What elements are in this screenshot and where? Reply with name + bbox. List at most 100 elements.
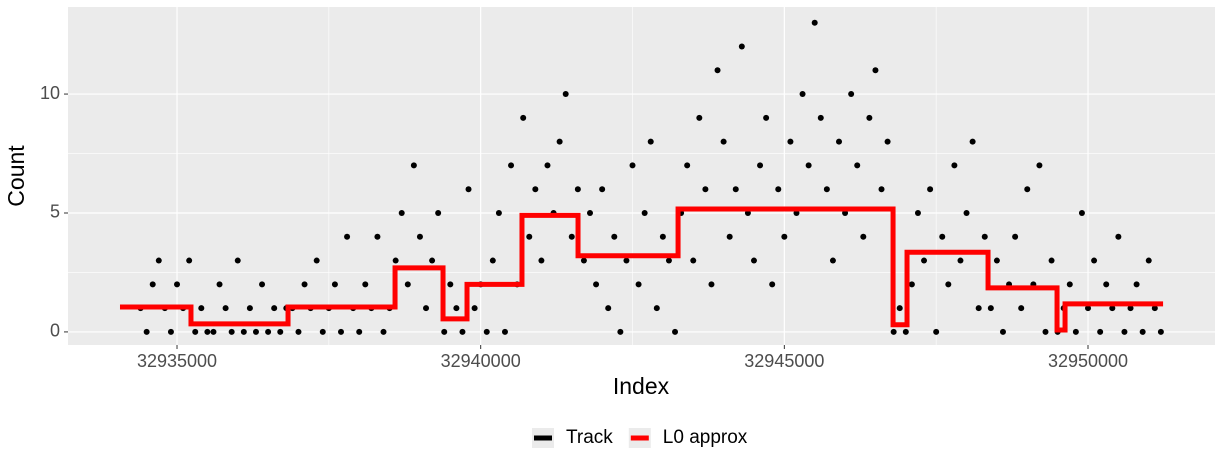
point	[167, 328, 174, 335]
point	[447, 281, 454, 288]
point	[617, 328, 624, 335]
point	[939, 233, 946, 240]
point	[240, 328, 247, 335]
point	[684, 162, 691, 169]
point	[252, 328, 259, 335]
point	[483, 328, 490, 335]
point	[380, 328, 387, 335]
point	[1018, 305, 1025, 312]
point	[817, 114, 824, 121]
point	[453, 305, 460, 312]
point	[1072, 328, 1079, 335]
panel	[68, 7, 1215, 345]
point	[896, 305, 903, 312]
point	[204, 328, 211, 335]
point	[975, 305, 982, 312]
point	[429, 257, 436, 264]
point	[854, 162, 861, 169]
point	[1036, 162, 1043, 169]
point	[951, 162, 958, 169]
point	[653, 305, 660, 312]
point	[732, 186, 739, 193]
point	[1024, 186, 1031, 193]
point	[1127, 305, 1134, 312]
point	[356, 328, 363, 335]
point	[690, 257, 697, 264]
point	[331, 281, 338, 288]
point	[404, 281, 411, 288]
point	[647, 138, 654, 145]
point	[842, 209, 849, 216]
point	[927, 186, 934, 193]
point	[234, 257, 241, 264]
point	[744, 209, 751, 216]
point	[580, 257, 587, 264]
point	[781, 233, 788, 240]
point	[957, 257, 964, 264]
point	[410, 162, 417, 169]
point	[629, 162, 636, 169]
point	[999, 328, 1006, 335]
point	[1133, 281, 1140, 288]
point	[1151, 305, 1158, 312]
point	[471, 305, 478, 312]
point	[872, 67, 879, 74]
point	[562, 91, 569, 98]
point	[799, 91, 806, 98]
point	[174, 281, 181, 288]
point	[198, 305, 205, 312]
point	[301, 281, 308, 288]
y-tick-label: 10	[40, 83, 60, 103]
point	[696, 114, 703, 121]
point	[811, 19, 818, 26]
point	[908, 281, 915, 288]
y-axis-title: Count	[3, 145, 29, 207]
point	[295, 328, 302, 335]
point	[1109, 305, 1116, 312]
point	[1091, 257, 1098, 264]
point	[981, 233, 988, 240]
point	[623, 257, 630, 264]
point	[459, 328, 466, 335]
point	[993, 257, 1000, 264]
point	[489, 257, 496, 264]
point	[1042, 328, 1049, 335]
point	[672, 328, 679, 335]
point	[757, 162, 764, 169]
point	[836, 138, 843, 145]
point	[246, 305, 253, 312]
point	[933, 328, 940, 335]
x-tick-label: 32950000	[1048, 351, 1128, 371]
point	[1085, 305, 1092, 312]
point	[902, 328, 909, 335]
point	[665, 257, 672, 264]
point	[763, 114, 770, 121]
y-tick-label: 0	[50, 321, 60, 341]
point	[914, 209, 921, 216]
point	[1012, 233, 1019, 240]
point	[556, 138, 563, 145]
point	[921, 257, 928, 264]
point	[362, 281, 369, 288]
point	[574, 186, 581, 193]
point	[1078, 209, 1085, 216]
point	[441, 328, 448, 335]
marks	[119, 19, 1164, 335]
point	[520, 114, 527, 121]
point	[149, 281, 156, 288]
x-tick-label: 32940000	[441, 351, 521, 371]
point	[1139, 328, 1146, 335]
point	[605, 305, 612, 312]
point	[987, 305, 994, 312]
point	[265, 328, 272, 335]
point	[337, 328, 344, 335]
point	[963, 209, 970, 216]
x-tick-label: 32945000	[744, 351, 824, 371]
point	[186, 257, 193, 264]
point	[969, 138, 976, 145]
x-axis-title: Index	[613, 373, 670, 399]
point	[392, 257, 399, 264]
point	[465, 186, 472, 193]
point	[1121, 328, 1128, 335]
